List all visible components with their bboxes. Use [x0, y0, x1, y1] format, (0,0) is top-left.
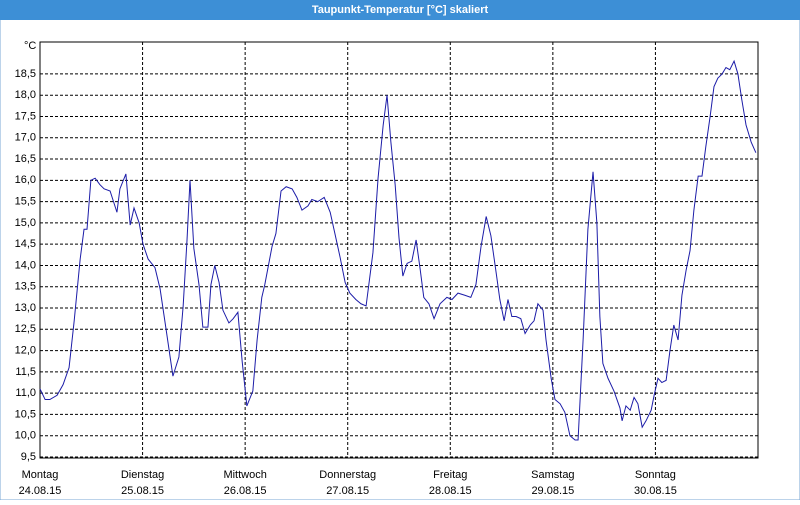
y-tick-label: 11,5 — [15, 366, 36, 378]
y-tick-label: 13,5 — [15, 281, 36, 293]
x-tick-date: 24.08.15 — [19, 485, 62, 497]
y-tick-label: 17,0 — [15, 132, 36, 144]
unit-label: °C — [24, 40, 36, 52]
x-tick-label: Sonntag — [635, 469, 676, 481]
x-tick-label: Montag — [22, 469, 59, 481]
y-tick-label: 14,5 — [15, 238, 36, 250]
y-tick-label: 18,5 — [15, 68, 36, 80]
y-tick-label: 16,5 — [15, 153, 36, 165]
y-tick-label: 10,0 — [15, 430, 36, 442]
x-tick-label: Dienstag — [121, 469, 164, 481]
y-tick-label: 15,0 — [15, 217, 36, 229]
x-tick-date: 29.08.15 — [531, 485, 574, 497]
x-tick-label: Donnerstag — [319, 469, 376, 481]
y-tick-label: 16,0 — [15, 174, 36, 186]
y-tick-label: 13,0 — [15, 302, 36, 314]
y-tick-label: 11,0 — [15, 387, 36, 399]
title-bar — [0, 0, 800, 20]
x-tick-date: 28.08.15 — [429, 485, 472, 497]
x-tick-date: 30.08.15 — [634, 485, 677, 497]
y-tick-label: 9,5 — [21, 451, 36, 463]
x-tick-date: 27.08.15 — [326, 485, 369, 497]
y-tick-label: 15,5 — [15, 196, 36, 208]
plot-border — [39, 41, 759, 459]
y-tick-label: 12,0 — [15, 344, 36, 356]
x-tick-label: Samstag — [531, 469, 574, 481]
data-line — [39, 59, 757, 441]
y-tick-label: 18,0 — [15, 89, 36, 101]
x-tick-label: Freitag — [433, 469, 467, 481]
x-tick-date: 25.08.15 — [121, 485, 164, 497]
x-tick-label: Mittwoch — [223, 469, 266, 481]
y-tick-label: 12,5 — [15, 323, 36, 335]
chart-title: Taupunkt-Temperatur [°C] skaliert — [312, 4, 489, 16]
x-tick-date: 26.08.15 — [224, 485, 267, 497]
y-tick-label: 17,5 — [15, 110, 36, 122]
y-tick-label: 10,5 — [15, 408, 36, 420]
y-tick-label: 14,0 — [15, 259, 36, 271]
plot-area — [40, 42, 758, 458]
